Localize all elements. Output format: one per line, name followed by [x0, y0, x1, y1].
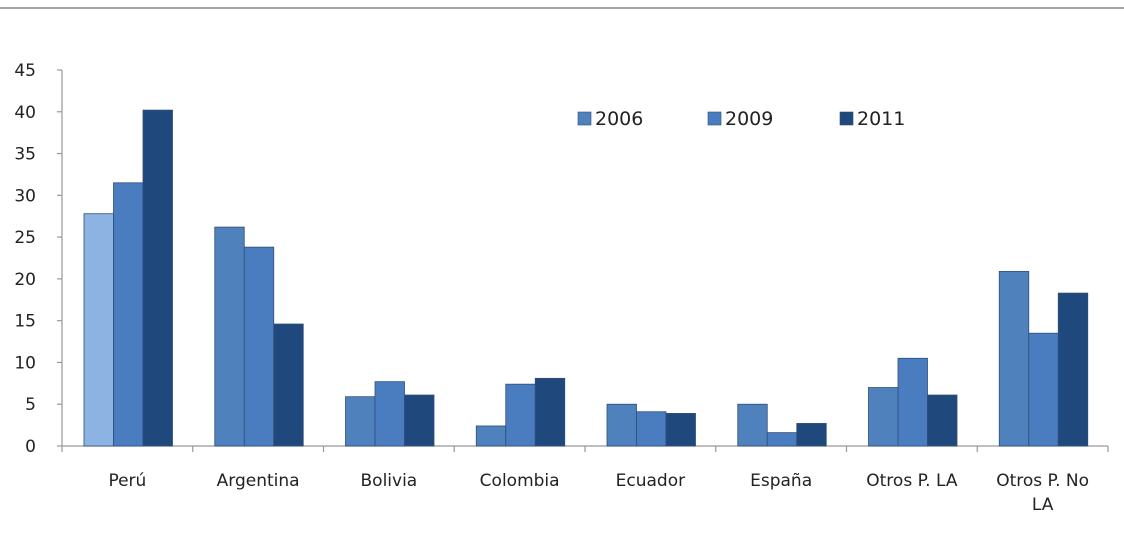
bar-2006-perú — [83, 213, 114, 447]
label-layer: 0 5 10 15 20 25 30 35 40 45 Perú Argentina Bolivia Co… — [14, 61, 1089, 515]
bar-2006-bolivia — [345, 396, 376, 447]
bar-layer — [83, 109, 1089, 447]
bar-2011-otros-p-la — [927, 394, 958, 447]
x-tick-label: Ecuador — [616, 471, 685, 491]
x-tick-label: Argentina — [217, 471, 300, 491]
bar-2009-colombia — [505, 383, 536, 447]
legend: 2006 2009 2011 — [577, 108, 905, 130]
y-tick-label: 25 — [14, 228, 36, 248]
bar-2011-españa — [796, 423, 827, 447]
legend-label-2006: 2006 — [595, 108, 643, 130]
bar-2006-colombia — [475, 425, 507, 447]
bar-2009-otros-p-no-la — [1028, 332, 1059, 447]
bar-2011-ecuador — [665, 413, 696, 447]
y-tick-label: 40 — [14, 103, 36, 123]
bar-2009-españa — [766, 432, 798, 447]
legend-swatch-2009 — [707, 111, 722, 126]
bar-2006-argentina — [214, 226, 245, 447]
x-tick-label: Bolivia — [361, 471, 418, 491]
y-tick-label: 0 — [25, 437, 36, 457]
bar-2009-ecuador — [636, 411, 667, 447]
x-tick-label: Perú — [108, 471, 146, 491]
bar-2011-otros-p-no-la — [1057, 292, 1089, 447]
y-tick-label: 10 — [14, 353, 36, 373]
bar-2006-ecuador — [606, 403, 637, 447]
bar-2006-españa — [737, 403, 768, 447]
x-tick-label: Otros P. LA — [866, 471, 958, 491]
bar-2006-otros-p-no-la — [998, 270, 1030, 447]
legend-label-2009: 2009 — [725, 108, 773, 130]
bar-2009-otros-p-la — [897, 357, 928, 447]
bar-2009-bolivia — [374, 381, 405, 447]
y-tick-label: 5 — [25, 395, 36, 415]
x-tick-label: España — [750, 471, 812, 491]
legend-swatch-2011 — [839, 111, 854, 126]
bar-2009-argentina — [243, 246, 275, 447]
bar-2006-otros-p-la — [868, 387, 899, 447]
bar-2009-perú — [113, 182, 144, 447]
y-tick-label: 35 — [14, 145, 36, 165]
y-tick-label: 20 — [14, 270, 36, 290]
x-tick-label: Otros P. No LA — [996, 471, 1089, 515]
legend-label-2011: 2011 — [857, 108, 905, 130]
bar-2011-argentina — [273, 323, 304, 447]
y-tick-label: 15 — [14, 312, 36, 332]
bar-2011-perú — [142, 109, 173, 447]
bar-2011-bolivia — [404, 394, 435, 447]
bar-2011-colombia — [534, 377, 566, 447]
y-tick-label: 30 — [14, 186, 36, 206]
legend-swatch-2006 — [577, 111, 592, 126]
y-tick-label: 45 — [14, 61, 36, 81]
x-tick-label: Colombia — [480, 471, 560, 491]
